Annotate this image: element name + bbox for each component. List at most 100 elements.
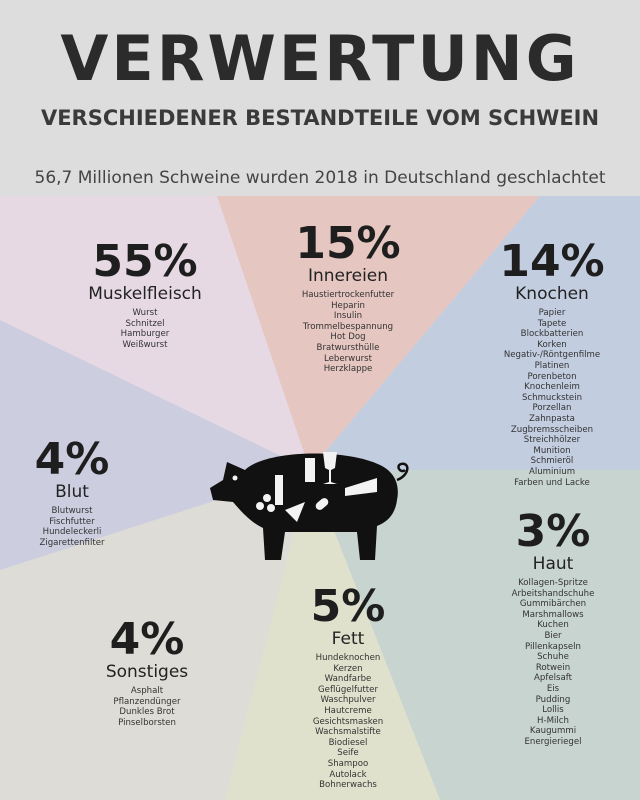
list-item: Shampoo [327,758,369,769]
list-item: Energieriegel [524,736,582,747]
list-item: Papier [538,308,566,318]
group-name: Blut [55,482,89,502]
list-item: Hot Dog [330,332,366,343]
list-item: Bohnerwachs [319,780,377,791]
list-item: Rotwein [535,662,571,673]
list-item: Hamburger [120,329,170,340]
list-item: Streichhölzer [523,435,581,446]
group-name: Innereien [307,266,389,286]
list-item: Leberwurst [323,353,373,364]
group-haut: 3% Haut Kollagen-Spritze Arbeitshandschuh… [468,510,638,748]
list-item: Zigarettenfilter [39,537,105,548]
list-item: Schmieröl [530,456,574,467]
list-item: Munition [533,445,571,456]
list-item: Asphalt [130,686,164,696]
item-list: Kollagen-Spritze Arbeitshandschuhe Gummibä… [468,578,638,748]
list-item: Arbeitshandschuhe [511,588,595,599]
list-item: Weißwurst [122,339,168,350]
list-item: Trommelbespannung [302,321,394,332]
slice-haut [310,470,640,800]
list-item: Porenbeton [527,371,577,382]
pig-icon [210,452,409,560]
group-blut: 4% Blut Blutwurst Fischfutter Hundeleckerl… [0,438,157,548]
list-item: Schmuckstein [521,392,583,403]
list-item: Kuchen [537,620,569,631]
list-item: Marshmallows [522,609,584,620]
list-item: Wurst [132,308,158,318]
percent: 4% [109,614,185,665]
list-item: Schnitzel [125,318,165,329]
group-sonstiges: 4% Sonstiges Asphalt Pflanzendünger Dunkle… [62,618,232,728]
item-list: Hundeknochen Kerzen Wandfarbe Geflügelfutte… [263,653,433,791]
group-name: Haut [532,554,574,574]
list-item: Waschpulver [320,695,376,706]
list-item: Bier [544,630,562,641]
list-item: Gummibärchen [519,599,587,610]
group-knochen: 14% Knochen Papier Tapete Blockbatterien Ko… [467,240,637,488]
page-title: VERWERTUNG [60,22,580,95]
percent: 4% [34,434,110,485]
list-item: Hautcreme [324,705,372,716]
list-item: Pinselborsten [118,717,176,728]
list-item: Wachsmalstifte [315,727,381,738]
list-item: Pflanzendünger [113,696,181,707]
list-item: Pudding [535,694,571,705]
slice-blut [0,320,310,570]
list-item: Lollis [542,705,564,716]
item-list: Asphalt Pflanzendünger Dunkles Brot Pinselb… [62,686,232,728]
list-item: Biodiesel [328,737,368,748]
item-list: Wurst Schnitzel Hamburger Weißwurst [60,308,230,350]
item-list: Blutwurst Fischfutter Hundeleckerli Zigaret… [0,506,157,548]
list-item: Dunkles Brot [119,707,175,718]
list-item: Negativ-/Röntgenfilme [503,350,601,361]
list-item: Platinen [534,360,570,371]
list-item: Geflügelfutter [318,684,378,695]
item-list: Haustiertrockenfutter Heparin Insulin Tromm… [263,290,433,375]
list-item: Bratwursthülle [316,342,380,353]
list-item: Kerzen [333,663,363,674]
list-item: Kaugummi [529,726,577,737]
percent: 14% [499,236,605,287]
list-item: Knochenleim [524,382,580,393]
slice-fett [225,470,440,800]
list-item: Hundeleckerli [42,527,102,538]
list-item: Insulin [333,311,363,322]
list-item: Eis [546,683,560,694]
list-item: Korken [537,339,567,350]
slice-knochen [310,190,640,470]
list-item: Gesichtsmasken [312,716,384,727]
top-band [0,0,640,196]
percent: 3% [515,506,591,557]
list-item: Zugbremsscheiben [510,424,594,435]
list-item: Farben und Lacke [514,477,590,488]
list-item: H-Milch [537,715,569,726]
list-item: Haustiertrockenfutter [301,290,395,300]
group-name: Fett [331,629,365,649]
group-name: Muskelfleisch [88,284,202,304]
list-item: Blockbatterien [520,329,584,340]
list-item: Herzklappe [323,364,373,375]
slice-innereien [215,190,545,470]
list-item: Pillenkapseln [524,641,582,652]
list-item: Apfelsaft [533,673,573,684]
percent: 55% [92,236,198,287]
list-item: Seife [337,748,359,759]
group-name: Knochen [515,284,589,304]
slice-muskelfleisch-left [0,190,310,470]
list-item: Autolack [329,769,367,780]
list-item: Fischfutter [49,516,95,527]
slaughter-statement: 56,7 Millionen Schweine wurden 2018 in D… [34,168,606,188]
list-item: Wandfarbe [324,674,372,685]
group-name: Sonstiges [105,662,189,682]
page-subtitle: VERSCHIEDENER BESTANDTEILE VOM SCHWEIN [40,106,600,130]
list-item: Schuhe [537,652,569,663]
list-item: Tapete [537,318,567,329]
group-innereien: 15% Innereien Haustiertrockenfutter Hepar… [263,222,433,375]
percent: 5% [310,581,386,632]
list-item: Porzellan [532,403,572,414]
group-muskelfleisch: 55% Muskelfleisch Wurst Schnitzel Hamburge… [60,240,230,350]
list-item: Aluminium [528,466,576,477]
slice-sonstiges [0,470,310,800]
list-item: Hundeknochen [315,653,381,663]
